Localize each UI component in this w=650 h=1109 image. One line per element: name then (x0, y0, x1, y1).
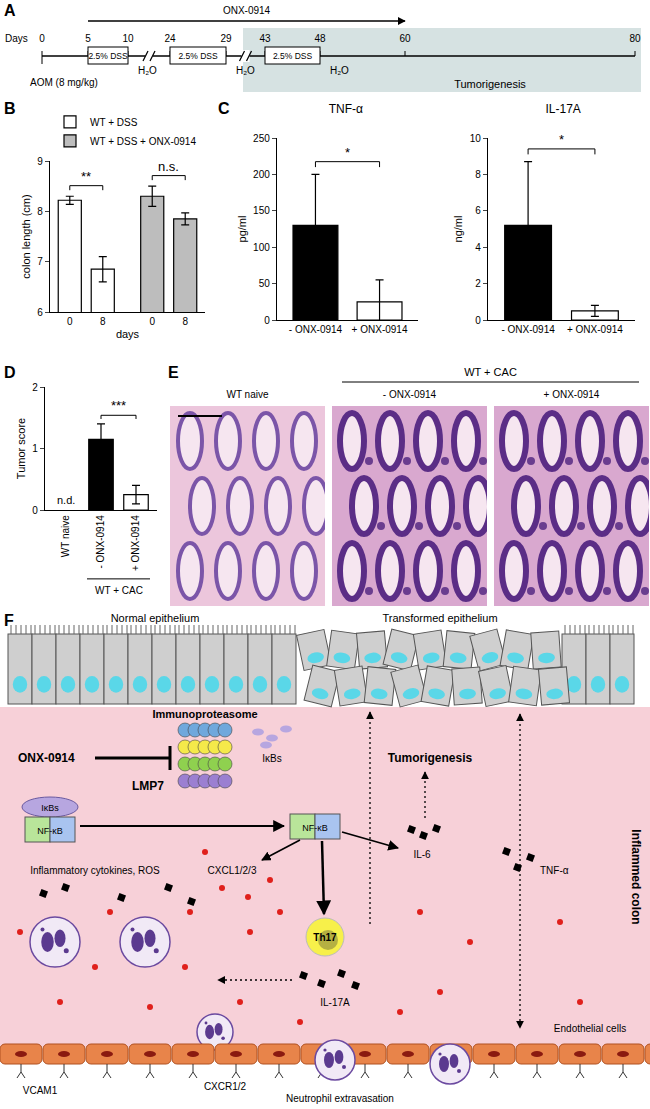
svg-text:80: 80 (629, 33, 641, 44)
svg-text:4: 4 (475, 242, 481, 253)
svg-text:CXCR1/2: CXCR1/2 (204, 1081, 247, 1092)
svg-text:200: 200 (253, 169, 270, 180)
svg-text:48: 48 (314, 33, 326, 44)
svg-text:TNF-α: TNF-α (329, 102, 363, 116)
html-text:A: A (4, 2, 16, 19)
html-text:E: E (168, 364, 179, 381)
svg-text:+ ONX-0914: + ONX-0914 (352, 324, 408, 335)
svg-text:colon length (cm): colon length (cm) (20, 194, 32, 278)
svg-text:ONX-0914: ONX-0914 (223, 5, 271, 16)
svg-text:7: 7 (37, 256, 43, 267)
svg-text:CXCL1/2/3: CXCL1/2/3 (208, 865, 257, 876)
svg-text:50: 50 (259, 278, 271, 289)
svg-text:150: 150 (253, 205, 270, 216)
svg-text:+ ONX-0914: + ONX-0914 (544, 389, 600, 400)
svg-text:*: * (559, 132, 564, 147)
svg-text:- ONX-0914: - ONX-0914 (95, 515, 106, 569)
svg-text:Immunoproteasome: Immunoproteasome (152, 708, 257, 720)
svg-text:pg/ml: pg/ml (236, 216, 248, 243)
svg-text:ONX-0914: ONX-0914 (18, 751, 75, 765)
svg-text:WT + CAC: WT + CAC (95, 585, 143, 596)
svg-text:9: 9 (37, 156, 43, 167)
svg-text:n.s.: n.s. (158, 159, 179, 174)
svg-text:LMP7: LMP7 (132, 779, 164, 793)
svg-text:WT + DSS + ONX-0914: WT + DSS + ONX-0914 (90, 136, 196, 147)
svg-text:TNF-α: TNF-α (540, 865, 569, 876)
svg-text:Neutrophil extravasation: Neutrophil extravasation (286, 1093, 394, 1104)
svg-text:2.5% DSS: 2.5% DSS (178, 51, 218, 61)
html-text:C: C (218, 100, 230, 117)
svg-text:IL-6: IL-6 (413, 849, 431, 860)
svg-text:*: * (345, 145, 350, 160)
svg-text:Th17: Th17 (313, 932, 337, 943)
svg-text:H₂O: H₂O (236, 65, 255, 76)
svg-text:5: 5 (85, 33, 91, 44)
svg-text:- ONX-0914: - ONX-0914 (501, 324, 555, 335)
svg-text:8: 8 (37, 206, 43, 217)
svg-text:0: 0 (149, 316, 155, 327)
svg-text:24: 24 (164, 33, 176, 44)
svg-text:Days: Days (5, 33, 28, 44)
svg-text:IL-17A: IL-17A (546, 102, 581, 116)
svg-text:6: 6 (37, 307, 43, 318)
svg-text:+ ONX-0914: + ONX-0914 (130, 515, 141, 571)
svg-text:Inflammed colon: Inflammed colon (629, 829, 643, 924)
svg-text:Endothelial cells: Endothelial cells (554, 1023, 626, 1034)
svg-text:0: 0 (39, 33, 45, 44)
svg-text:- ONX-0914: - ONX-0914 (289, 324, 343, 335)
html-text:F: F (4, 612, 14, 629)
svg-text:ng/ml: ng/ml (452, 216, 464, 243)
svg-text:WT naive: WT naive (60, 515, 71, 557)
svg-text:***: *** (111, 398, 126, 413)
svg-text:Transformed epithelium: Transformed epithelium (382, 612, 497, 624)
svg-text:IκBs: IκBs (262, 753, 281, 764)
svg-text:NF-κB: NF-κB (302, 823, 328, 833)
svg-text:**: ** (81, 169, 91, 184)
svg-text:100: 100 (253, 242, 270, 253)
svg-text:IκBs: IκBs (41, 803, 59, 813)
svg-text:days: days (116, 328, 140, 340)
svg-text:43: 43 (259, 33, 271, 44)
svg-text:+ ONX-0914: + ONX-0914 (567, 324, 623, 335)
svg-text:WT naive: WT naive (226, 389, 268, 400)
svg-text:6: 6 (475, 205, 481, 216)
svg-text:8: 8 (475, 169, 481, 180)
svg-text:- ONX-0914: - ONX-0914 (383, 389, 437, 400)
svg-text:H₂O: H₂O (330, 65, 349, 76)
svg-text:IL-17A: IL-17A (320, 997, 350, 1008)
svg-text:1: 1 (32, 443, 38, 454)
svg-text:Inflammatory cytokines, ROS: Inflammatory cytokines, ROS (30, 865, 160, 876)
svg-text:VCAM1: VCAM1 (23, 1085, 58, 1096)
svg-text:10: 10 (122, 33, 134, 44)
svg-text:WT + CAC: WT + CAC (464, 366, 517, 378)
svg-text:H₂O: H₂O (138, 65, 157, 76)
svg-text:0: 0 (67, 316, 73, 327)
svg-text:AOM (8 mg/kg): AOM (8 mg/kg) (30, 77, 98, 88)
svg-text:n.d.: n.d. (57, 494, 75, 506)
html-text:B: B (4, 100, 16, 117)
svg-text:0: 0 (264, 315, 270, 326)
svg-text:Tumorigenesis: Tumorigenesis (454, 78, 526, 90)
svg-text:2.5% DSS: 2.5% DSS (273, 51, 313, 61)
svg-text:250: 250 (253, 133, 270, 144)
svg-text:8: 8 (182, 316, 188, 327)
svg-text:NF-κB: NF-κB (37, 826, 63, 836)
svg-text:10: 10 (470, 133, 482, 144)
svg-text:0: 0 (475, 315, 481, 326)
svg-text:Normal epithelium: Normal epithelium (111, 612, 200, 624)
svg-text:2: 2 (32, 382, 38, 393)
svg-text:Tumorigenesis: Tumorigenesis (388, 751, 473, 765)
svg-text:0: 0 (32, 505, 38, 516)
svg-text:2: 2 (475, 278, 481, 289)
svg-text:Tumor score: Tumor score (15, 418, 27, 479)
svg-text:2.5% DSS: 2.5% DSS (88, 51, 128, 61)
html-text:D: D (4, 364, 16, 381)
svg-text:29: 29 (220, 33, 232, 44)
svg-text:WT + DSS: WT + DSS (90, 117, 138, 128)
svg-text:60: 60 (399, 33, 411, 44)
svg-text:8: 8 (100, 316, 106, 327)
